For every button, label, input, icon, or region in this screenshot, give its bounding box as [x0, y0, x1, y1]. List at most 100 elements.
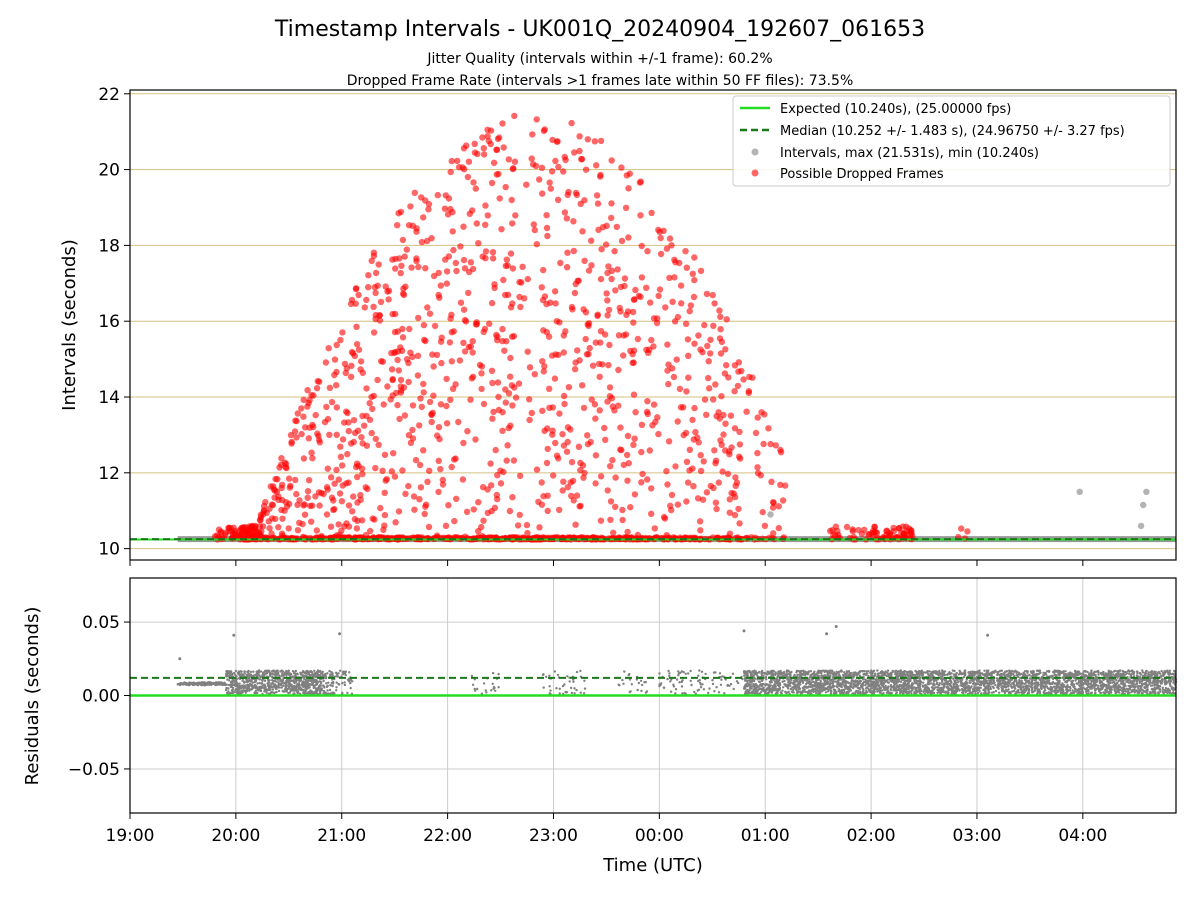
residual-point — [306, 687, 309, 690]
dropped-frame-point — [337, 336, 344, 344]
dropped-frame-point — [609, 456, 616, 464]
residual-point — [723, 692, 726, 695]
dropped-frame-point — [535, 498, 542, 505]
residual-point — [248, 689, 251, 692]
dropped-frame-point — [574, 347, 581, 354]
dropped-frame-point — [395, 367, 402, 374]
residual-point — [867, 674, 870, 678]
dropped-frame-point — [668, 242, 675, 249]
dropped-frame-point — [470, 179, 477, 186]
dropped-frame-point — [754, 449, 761, 457]
dropped-frame-point — [775, 503, 782, 510]
dropped-frame-point — [348, 296, 356, 304]
dropped-frame-point — [543, 212, 550, 219]
dropped-frame-point — [726, 509, 733, 516]
residual-point — [811, 683, 814, 687]
residual-point — [1015, 674, 1018, 677]
dropped-frame-point — [731, 362, 739, 369]
residual-point — [1135, 682, 1139, 685]
residual-point — [306, 692, 309, 695]
dropped-frame-point — [549, 427, 556, 434]
dropped-frame-point — [370, 329, 378, 336]
residual-point — [658, 683, 661, 686]
dropped-frame-point — [487, 140, 494, 148]
dropped-frame-point — [705, 374, 712, 382]
dropped-frame-point — [279, 515, 286, 522]
dropped-frame-point — [396, 255, 403, 262]
dropped-frame-point — [418, 403, 425, 411]
dropped-frame-point — [581, 257, 588, 264]
residual-point — [278, 686, 281, 689]
dropped-frame-point — [473, 220, 480, 227]
dropped-frame-point — [348, 362, 355, 369]
residual-point — [1112, 673, 1115, 676]
dropped-frame-point — [435, 269, 442, 277]
dropped-frame-point — [584, 441, 592, 448]
dropped-frame-point — [449, 228, 456, 235]
residual-point — [296, 678, 300, 682]
dropped-frame-point — [429, 351, 436, 358]
dropped-frame-point — [501, 347, 508, 354]
dropped-frame-point — [354, 473, 361, 481]
dropped-frame-point — [421, 336, 428, 344]
dropped-frame-point — [695, 332, 702, 339]
dropped-frame-point — [394, 222, 401, 229]
dropped-frame-point — [480, 328, 487, 336]
dropped-frame-point — [603, 222, 610, 229]
residual-point — [949, 682, 952, 686]
dropped-frame-point — [689, 270, 696, 277]
dropped-frame-point — [502, 399, 509, 406]
dropped-frame-point — [343, 520, 350, 527]
dropped-frame-point — [578, 156, 585, 163]
dropped-frame-point — [625, 185, 632, 192]
residual-point — [253, 680, 256, 684]
residual-point — [334, 671, 338, 674]
dropped-frame-point — [672, 463, 679, 470]
dropped-frame-point — [651, 525, 658, 532]
dropped-frame-point — [394, 401, 401, 409]
dropped-frame-point — [452, 455, 459, 462]
dropped-frame-point — [604, 487, 611, 494]
residual-point — [329, 684, 332, 687]
residual-point — [682, 670, 685, 674]
dropped-frame-point — [705, 358, 712, 365]
dropped-frame-point — [683, 498, 690, 505]
residual-point — [314, 675, 317, 679]
dropped-frame-point — [300, 502, 307, 509]
dropped-frame-point — [316, 502, 323, 509]
residual-point — [704, 672, 707, 676]
dropped-frame-point — [768, 478, 775, 485]
dropped-frame-point — [323, 484, 331, 491]
dropped-frame-point — [389, 256, 396, 263]
residual-point — [295, 678, 298, 682]
dropped-frame-point — [611, 248, 618, 255]
dropped-frame-point — [460, 339, 467, 346]
dropped-frame-point — [683, 458, 691, 465]
dropped-frame-point — [353, 323, 360, 330]
dropped-frame-point — [414, 372, 422, 379]
residual-point — [281, 673, 285, 677]
residual-point — [245, 688, 248, 691]
dropped-frame-point — [720, 431, 727, 438]
dropped-frame-point — [588, 237, 595, 244]
dropped-frame-point — [625, 234, 632, 241]
dropped-frame-point — [435, 488, 442, 496]
residual-point — [263, 679, 267, 682]
dropped-frame-point — [660, 513, 668, 521]
dropped-frame-point — [412, 456, 420, 464]
dropped-frame-point — [347, 373, 355, 380]
residual-point — [268, 671, 271, 675]
dropped-frame-point — [363, 296, 370, 304]
dropped-frame-point — [610, 529, 617, 536]
residual-point — [287, 687, 290, 690]
dropped-frame-point — [272, 515, 279, 523]
residual-point — [295, 689, 298, 692]
dropped-frame-point — [657, 234, 664, 242]
residual-point — [707, 691, 710, 695]
dropped-frame-point — [333, 466, 340, 474]
dropped-frame-point — [716, 335, 724, 342]
dropped-frame-point — [565, 384, 573, 391]
dropped-frame-point — [494, 472, 501, 479]
dropped-frame-point — [444, 211, 452, 218]
dropped-frame-point — [523, 521, 531, 529]
